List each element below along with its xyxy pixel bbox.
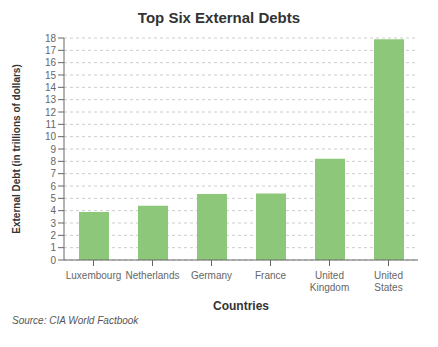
svg-text:5: 5 — [50, 193, 56, 204]
svg-text:12: 12 — [45, 107, 57, 118]
html-text:Source: CIA World Factbook: Source: CIA World Factbook — [12, 315, 139, 326]
svg-text:13: 13 — [45, 94, 57, 105]
svg-text:10: 10 — [45, 131, 57, 142]
svg-text:3: 3 — [50, 218, 56, 229]
svg-text:8: 8 — [50, 156, 56, 167]
svg-text:Germany: Germany — [191, 270, 232, 281]
svg-text:0: 0 — [50, 255, 56, 266]
svg-text:Netherlands: Netherlands — [126, 270, 180, 281]
svg-text:7: 7 — [50, 168, 56, 179]
svg-text:1: 1 — [50, 242, 56, 253]
svg-text:16: 16 — [45, 57, 57, 68]
svg-text:6: 6 — [50, 181, 56, 192]
svg-text:9: 9 — [50, 144, 56, 155]
svg-text:14: 14 — [45, 82, 57, 93]
svg-text:18: 18 — [45, 33, 57, 44]
svg-text:11: 11 — [46, 119, 57, 130]
svg-text:4: 4 — [50, 205, 56, 216]
svg-text:France: France — [255, 270, 287, 281]
svg-text:Luxembourg: Luxembourg — [66, 270, 122, 281]
svg-text:UnitedStates: UnitedStates — [374, 270, 403, 293]
svg-text:17: 17 — [45, 45, 57, 56]
svg-text:15: 15 — [45, 70, 57, 81]
svg-text:2: 2 — [50, 230, 56, 241]
html-text:Top Six External Debts: Top Six External Debts — [137, 9, 301, 26]
svg-text:UnitedKingdom: UnitedKingdom — [310, 270, 349, 293]
svg-text:Countries: Countries — [213, 299, 269, 313]
svg-text:External Debt (in trillions of: External Debt (in trillions of dollars) — [11, 64, 22, 233]
